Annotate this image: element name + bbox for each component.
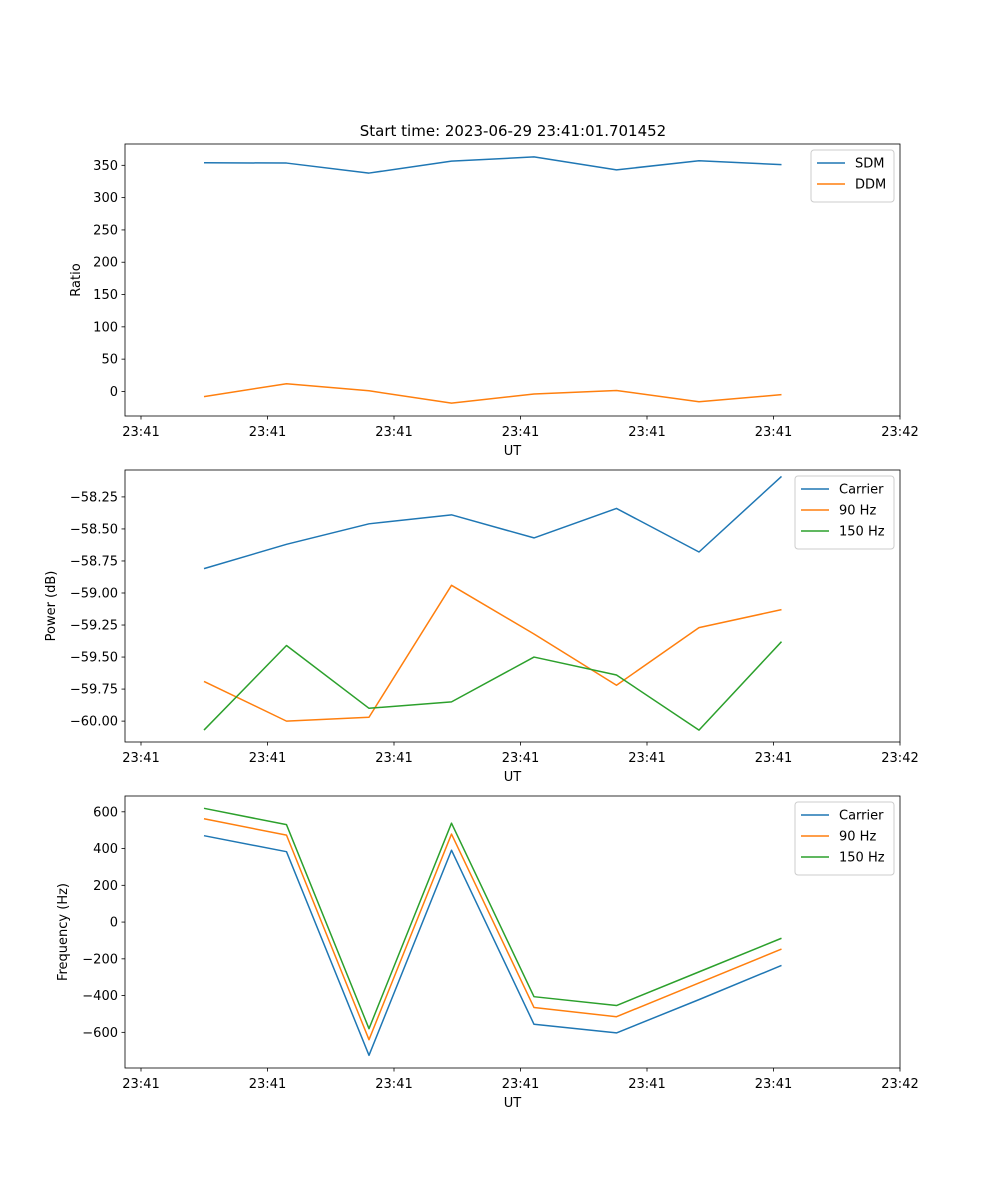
ratio-x-tick-label: 23:41: [502, 425, 539, 440]
frequency-legend-label-1: 90 Hz: [839, 830, 876, 845]
ratio-axes-frame: [124, 143, 901, 417]
power-x-tick-label: 23:41: [122, 751, 159, 766]
power-x-tick-label: 23:41: [249, 751, 286, 766]
power-y-tick-label: −58.75: [70, 554, 118, 569]
ratio-x-tick-label: 23:41: [375, 425, 412, 440]
frequency-y-tick-label: 0: [110, 916, 118, 931]
power-x-tick-label: 23:42: [881, 751, 918, 766]
power-y-tick-label: −59.75: [70, 683, 118, 698]
frequency-x-tick-label: 23:42: [881, 1077, 918, 1092]
ratio-series-line-0: [203, 156, 782, 174]
power-legend-label-2: 150 Hz: [839, 525, 885, 540]
ratio-x-tick-label: 23:41: [755, 425, 792, 440]
frequency-x-tick-label: 23:41: [249, 1077, 286, 1092]
ratio-x-tick-label: 23:41: [628, 425, 665, 440]
power-y-tick-label: −59.00: [70, 586, 118, 601]
ratio-x-tick-label: 23:41: [122, 425, 159, 440]
frequency-x-tick-label: 23:41: [628, 1077, 665, 1092]
frequency-y-tick-label: 600: [93, 805, 118, 820]
frequency-axes-frame: [124, 795, 901, 1069]
power-y-tick-label: −59.25: [70, 619, 118, 634]
power-y-tick-label: −59.50: [70, 651, 118, 666]
power-y-tick-label: −58.50: [70, 522, 118, 537]
power-x-tick-label: 23:41: [375, 751, 412, 766]
frequency-x-axis-label: UT: [504, 1096, 522, 1111]
ratio-y-tick-label: 100: [93, 320, 118, 335]
ratio-legend-label-1: DDM: [855, 178, 886, 193]
ratio-y-tick-label: 200: [93, 256, 118, 271]
ratio-x-tick-label: 23:42: [881, 425, 918, 440]
power-panel: 23:41 23:41 23:41 23:41 23:41 23:41 23:42 −60.0…: [44, 469, 919, 785]
power-legend-label-1: 90 Hz: [839, 504, 876, 519]
frequency-series-line-1: [203, 818, 782, 1041]
ratio-y-tick-label: 250: [93, 223, 118, 238]
ratio-x-tick-label: 23:41: [249, 425, 286, 440]
ratio-y-axis-label: Ratio: [69, 263, 84, 296]
frequency-x-tick-label: 23:41: [502, 1077, 539, 1092]
frequency-y-tick-label: 200: [93, 879, 118, 894]
power-x-tick-label: 23:41: [755, 751, 792, 766]
ratio-legend-label-0: SDM: [855, 157, 884, 172]
ratio-panel: 23:41 23:41 23:41 23:41 23:41 23:41 23:42 0 50 10…: [69, 143, 919, 459]
frequency-series-line-0: [203, 834, 782, 1057]
frequency-y-tick-label: −400: [82, 989, 118, 1004]
power-legend-label-0: Carrier: [839, 483, 884, 498]
frequency-x-tick-label: 23:41: [755, 1077, 792, 1092]
power-series-line-2: [203, 641, 783, 731]
power-y-tick-label: −60.00: [70, 715, 118, 730]
ratio-y-tick-label: 300: [93, 191, 118, 206]
frequency-series-line-2: [203, 807, 782, 1030]
frequency-legend-label-2: 150 Hz: [839, 851, 885, 866]
frequency-panel: 23:41 23:41 23:41 23:41 23:41 23:41 23:42 −600 −…: [56, 795, 919, 1111]
figure-title: Start time: 2023-06-29 23:41:01.701452: [360, 122, 666, 140]
power-x-axis-label: UT: [504, 770, 522, 785]
ratio-series-line-1: [203, 382, 782, 404]
ratio-y-tick-label: 0: [110, 385, 118, 400]
power-y-tick-label: −58.25: [70, 490, 118, 505]
power-y-axis-label: Power (dB): [44, 571, 59, 642]
ratio-x-axis-label: UT: [504, 444, 522, 459]
ratio-y-tick-label: 350: [93, 159, 118, 174]
frequency-x-tick-label: 23:41: [122, 1077, 159, 1092]
ratio-y-tick-label: 150: [93, 288, 118, 303]
power-axes-frame: [124, 469, 901, 743]
frequency-y-tick-label: 400: [93, 842, 118, 857]
frequency-y-tick-label: −200: [82, 952, 118, 967]
power-series-line-1: [203, 584, 782, 722]
subplots: 23:41 23:41 23:41 23:41 23:41 23:41 23:42 0 50 10…: [44, 143, 919, 1111]
power-x-tick-label: 23:41: [628, 751, 665, 766]
frequency-legend-label-0: Carrier: [839, 809, 884, 824]
frequency-y-tick-label: −600: [82, 1026, 118, 1041]
power-series-line-0: [203, 475, 783, 570]
ratio-y-tick-label: 50: [101, 353, 118, 368]
frequency-x-tick-label: 23:41: [375, 1077, 412, 1092]
frequency-y-axis-label: Frequency (Hz): [56, 883, 71, 981]
power-x-tick-label: 23:41: [502, 751, 539, 766]
